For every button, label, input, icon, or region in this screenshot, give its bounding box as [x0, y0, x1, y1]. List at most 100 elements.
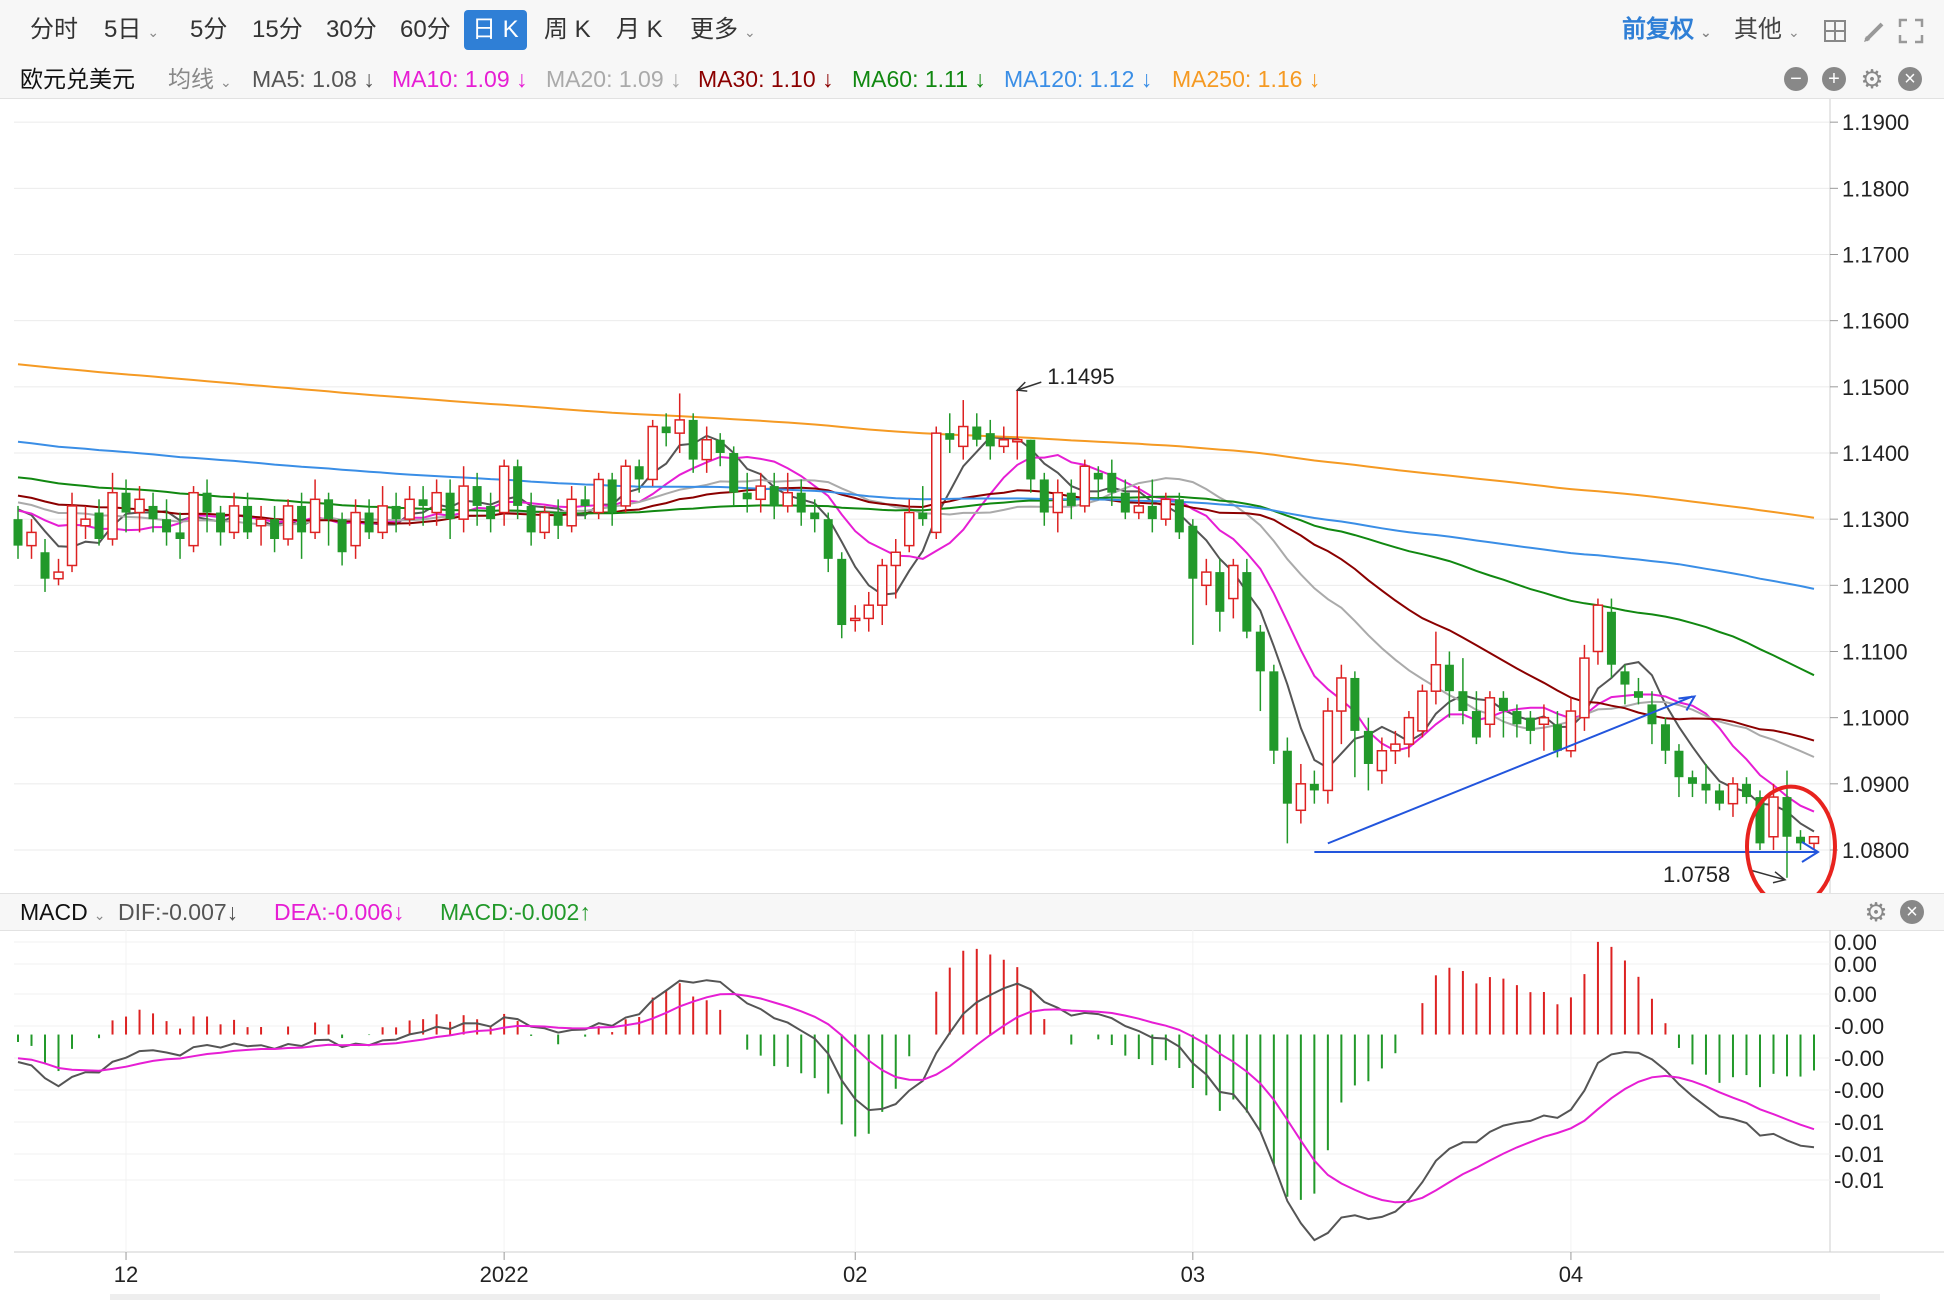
- candle-body-down: [1242, 572, 1252, 632]
- candle-body-up: [958, 425, 969, 448]
- chevron-down-icon: ⌄: [93, 907, 106, 923]
- candle-body-down: [1620, 671, 1630, 685]
- candle-body-up: [1579, 657, 1590, 719]
- date-tick-label: 12: [114, 1262, 138, 1287]
- price-tick-label: 1.1800: [1842, 176, 1909, 201]
- ma10-label: MA10: 1.09 ↓: [392, 66, 528, 92]
- candle-body-down: [1215, 572, 1225, 612]
- candle-body-up: [1403, 716, 1415, 745]
- price-tick-label: 1.1000: [1842, 706, 1909, 731]
- scroll-strip[interactable]: [110, 1294, 1880, 1300]
- price-tick-label: 1.1500: [1842, 375, 1909, 400]
- close-icon[interactable]: ×: [1900, 900, 1924, 924]
- candle-body-down: [810, 512, 820, 520]
- settings-gear-icon[interactable]: ⚙: [1860, 64, 1884, 94]
- macd-chart[interactable]: 0.000.000.00-0.00-0.00-0.00-0.01-0.01-0.…: [0, 930, 1944, 1294]
- candle-body-up: [498, 465, 510, 514]
- tab-15min[interactable]: 15分: [252, 16, 303, 43]
- candle-body-down: [270, 519, 280, 540]
- candle-body-down: [1782, 797, 1792, 837]
- date-tick-label: 03: [1181, 1262, 1205, 1287]
- candle-body-up: [1012, 439, 1023, 443]
- candle-body-down: [769, 486, 779, 506]
- arrow-head: [1801, 841, 1820, 863]
- tab-5day[interactable]: 5日 ⌄: [96, 10, 167, 50]
- candle-body-down: [1147, 505, 1157, 520]
- candle-body-up: [1768, 796, 1779, 838]
- tab-more-label: 更多: [690, 16, 738, 43]
- tab-monthly-k[interactable]: 月 K: [616, 16, 663, 43]
- macd-tick-label: -0.00: [1834, 1046, 1884, 1071]
- dea-label: DEA:-0.006↓: [274, 899, 405, 925]
- tab-weekly-k[interactable]: 周 K: [544, 16, 591, 43]
- candle-body-up: [66, 505, 78, 567]
- draw-pen-icon[interactable]: [1862, 18, 1888, 44]
- candle-body-down: [945, 433, 955, 440]
- price-tick-label: 1.1300: [1842, 507, 1909, 532]
- macd-name: MACD: [20, 899, 88, 925]
- candle-body-up: [1430, 663, 1442, 692]
- candle-body-down: [391, 505, 401, 520]
- settings-gear-icon[interactable]: ⚙: [1864, 897, 1888, 927]
- moving-average-lines: [17, 363, 1815, 833]
- macd-tick-label: 0.00: [1834, 930, 1877, 955]
- macd-legend-bar: MACD ⌄ DIF:-0.007↓ DEA:-0.006↓ MACD:-0.00…: [0, 893, 1944, 931]
- macd-lines: [17, 979, 1815, 1242]
- date-tick-label: 04: [1559, 1262, 1583, 1287]
- candle-body-up: [1160, 498, 1172, 520]
- tab-more[interactable]: 更多 ⌄: [682, 10, 764, 50]
- candle-body-down: [513, 466, 523, 506]
- candle-body-down: [94, 512, 104, 540]
- high-pointer: [1017, 381, 1042, 391]
- candle-body-down: [1633, 691, 1643, 698]
- grid-icon[interactable]: [1824, 20, 1846, 42]
- ma5-label: MA5: 1.08 ↓: [252, 66, 375, 92]
- symbol-name: 欧元兑美元: [20, 66, 135, 92]
- candle-body-down: [1606, 611, 1616, 665]
- candle-body-up: [458, 485, 469, 520]
- candle-body-down: [175, 532, 185, 540]
- candle-body-down: [526, 505, 536, 533]
- tab-5min[interactable]: 5分: [190, 16, 228, 43]
- price-tick-label: 1.1700: [1842, 242, 1909, 267]
- candle-body-up: [188, 491, 199, 547]
- fullscreen-icon[interactable]: [1898, 18, 1924, 44]
- price-tick-label: 1.1100: [1842, 639, 1908, 664]
- macd-tick-label: -0.01: [1834, 1142, 1884, 1167]
- candle-body-down: [1471, 711, 1481, 738]
- candle-body-up: [53, 571, 64, 580]
- candle-body-down: [162, 519, 172, 533]
- macd-dropdown[interactable]: MACD ⌄: [20, 894, 105, 930]
- high-price-label: 1.1495: [1047, 364, 1114, 389]
- indicator-dropdown[interactable]: 均线 ⌄: [168, 60, 232, 98]
- candle-body-up: [566, 498, 577, 527]
- candle-body-down: [324, 499, 334, 520]
- candle-body-down: [1647, 704, 1657, 725]
- adjust-dropdown[interactable]: 前复权 ⌄: [1622, 10, 1712, 50]
- candle-body-down: [1512, 711, 1522, 725]
- support-trend-line: [1327, 695, 1693, 845]
- candle-body-up: [1592, 604, 1604, 653]
- arrow-head: [1772, 871, 1787, 884]
- macd-grid: [14, 930, 1830, 1252]
- zoom-in-icon[interactable]: +: [1822, 67, 1846, 91]
- candle-body-up: [1336, 677, 1347, 712]
- candle-body-up: [1322, 710, 1334, 792]
- candlestick-chart[interactable]: 1.1900 1.1800 1.1700 1.1600 1.1500 1.1400 1.13…: [0, 99, 1944, 893]
- low-pointer: [1748, 869, 1786, 881]
- tab-daily-k[interactable]: 日 K: [464, 10, 527, 50]
- tab-intraday[interactable]: 分时: [30, 16, 78, 43]
- candle-body-down: [715, 439, 725, 453]
- close-icon[interactable]: ×: [1898, 67, 1922, 91]
- candle-body-up: [998, 439, 1010, 448]
- candle-body-down: [1120, 492, 1130, 513]
- other-dropdown[interactable]: 其他 ⌄: [1734, 10, 1800, 50]
- tab-60min[interactable]: 60分: [400, 16, 451, 43]
- macd-tick-label: 0.00: [1834, 952, 1877, 977]
- candle-body-up: [26, 531, 37, 547]
- macd-tick-label: -0.01: [1834, 1110, 1884, 1135]
- tab-30min[interactable]: 30分: [326, 16, 377, 43]
- ma120-line: [17, 440, 1815, 590]
- zoom-out-icon[interactable]: −: [1784, 67, 1808, 91]
- candle-body-down: [1498, 697, 1508, 712]
